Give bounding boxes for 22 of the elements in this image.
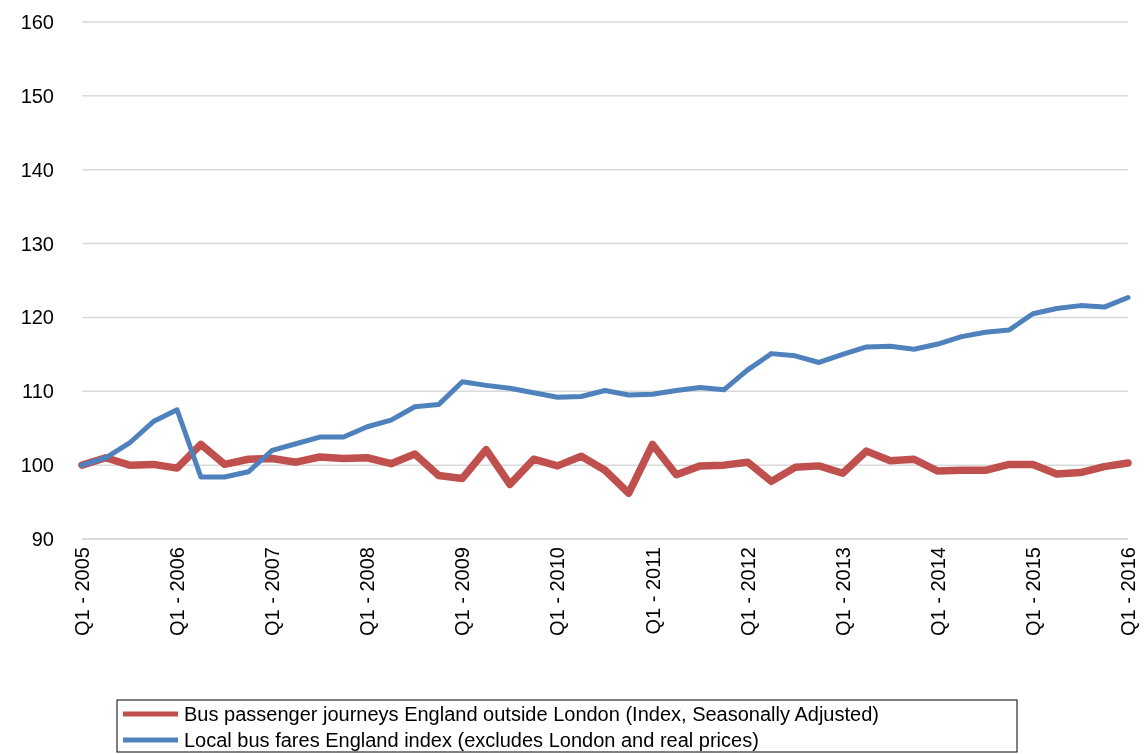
- x-tick-label: Q1 - 2011: [641, 547, 664, 635]
- y-tick-label: 140: [20, 158, 54, 181]
- x-tick-label: Q1 - 2013: [831, 547, 854, 636]
- x-tick-label: Q1 - 2006: [166, 547, 189, 636]
- y-tick-label: 120: [20, 306, 54, 329]
- y-tick-label: 150: [20, 84, 54, 107]
- x-tick-label: Q1 - 2010: [546, 547, 569, 636]
- y-tick-label: 110: [22, 380, 54, 403]
- x-tick-label: Q1 - 2015: [1021, 547, 1044, 636]
- y-tick-label: 130: [20, 232, 54, 255]
- y-tick-label: 100: [20, 454, 54, 477]
- y-tick-label: 160: [20, 11, 54, 33]
- y-tick-label: 90: [31, 528, 54, 550]
- x-tick-label: Q1 - 2008: [356, 547, 379, 636]
- x-tick-label: Q1 - 2016: [1117, 547, 1139, 636]
- x-tick-label: Q1 - 2009: [451, 547, 474, 636]
- legend-label: Bus passenger journeys England outside London (Index, Seasonally Adjusted): [184, 703, 879, 725]
- x-tick-label: Q1 - 2014: [926, 547, 949, 636]
- x-tick-label: Q1 - 2012: [736, 547, 759, 636]
- legend-label: Local bus fares England index (excludes London and real prices): [184, 729, 759, 751]
- x-tick-label: Q1 - 2005: [71, 547, 93, 636]
- x-tick-label: Q1 - 2007: [261, 547, 284, 636]
